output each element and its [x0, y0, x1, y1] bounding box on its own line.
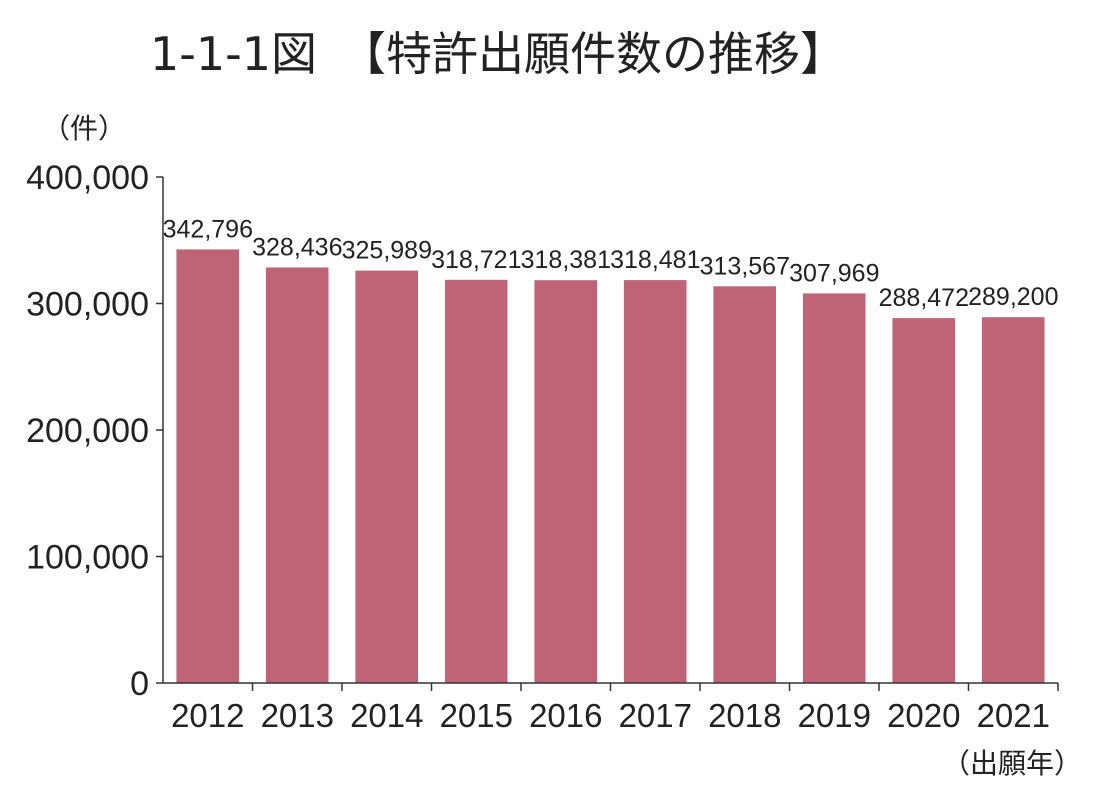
value-label-2014: 325,989 — [342, 237, 432, 265]
value-label-2020: 288,472 — [879, 284, 969, 312]
value-label-2015: 318,721 — [431, 246, 521, 274]
x-tick-label-2012: 2012 — [171, 697, 244, 734]
value-label-2021: 289,200 — [968, 283, 1058, 311]
chart-title: 1-1-1図 【特許出願件数の推移】 — [150, 27, 846, 81]
x-tick-label-2018: 2018 — [708, 697, 781, 734]
bar-2018 — [713, 286, 776, 683]
y-ticks-layer: 0 100,000 200,000 300,000 400,000 — [26, 159, 149, 703]
y-tick-label-100000: 100,000 — [26, 539, 149, 577]
axes-layer — [156, 176, 1059, 691]
bars-layer — [176, 249, 1045, 683]
bar-2019 — [802, 293, 866, 683]
y-tick-label-0: 0 — [130, 665, 149, 703]
x-tick-label-2013: 2013 — [261, 697, 334, 734]
bar-2014 — [355, 270, 418, 683]
x-tick-label-2019: 2019 — [798, 697, 871, 734]
bar-2017 — [623, 280, 687, 683]
bar-2020 — [892, 318, 955, 683]
x-axis-unit-label: （出願年） — [942, 747, 1082, 780]
x-tick-label-2014: 2014 — [350, 697, 423, 734]
y-tick-label-400000: 400,000 — [26, 159, 149, 197]
x-tick-label-2021: 2021 — [977, 697, 1050, 734]
value-label-2016: 318,381 — [521, 246, 611, 274]
y-axis-unit-label: （件） — [42, 112, 126, 145]
bar-2013 — [265, 267, 329, 683]
x-tick-label-2015: 2015 — [440, 697, 513, 734]
x-tick-label-2017: 2017 — [619, 697, 692, 734]
bar-2016 — [534, 280, 597, 683]
x-tick-label-2016: 2016 — [529, 697, 602, 734]
bar-2021 — [981, 317, 1045, 683]
x-tick-label-2020: 2020 — [887, 697, 960, 734]
bar-2012 — [176, 249, 239, 683]
y-tick-label-200000: 200,000 — [26, 412, 149, 450]
value-label-2017: 318,481 — [610, 246, 700, 274]
bar-2015 — [444, 279, 508, 683]
value-label-2012: 342,796 — [163, 215, 253, 243]
value-label-2018: 313,567 — [700, 252, 790, 280]
y-tick-label-300000: 300,000 — [26, 286, 149, 324]
value-label-2019: 307,969 — [789, 259, 879, 287]
value-label-2013: 328,436 — [252, 234, 342, 262]
x-ticks-layer: 2012 2013 2014 2015 2016 2017 2018 2019 2020 2021 — [171, 697, 1050, 734]
